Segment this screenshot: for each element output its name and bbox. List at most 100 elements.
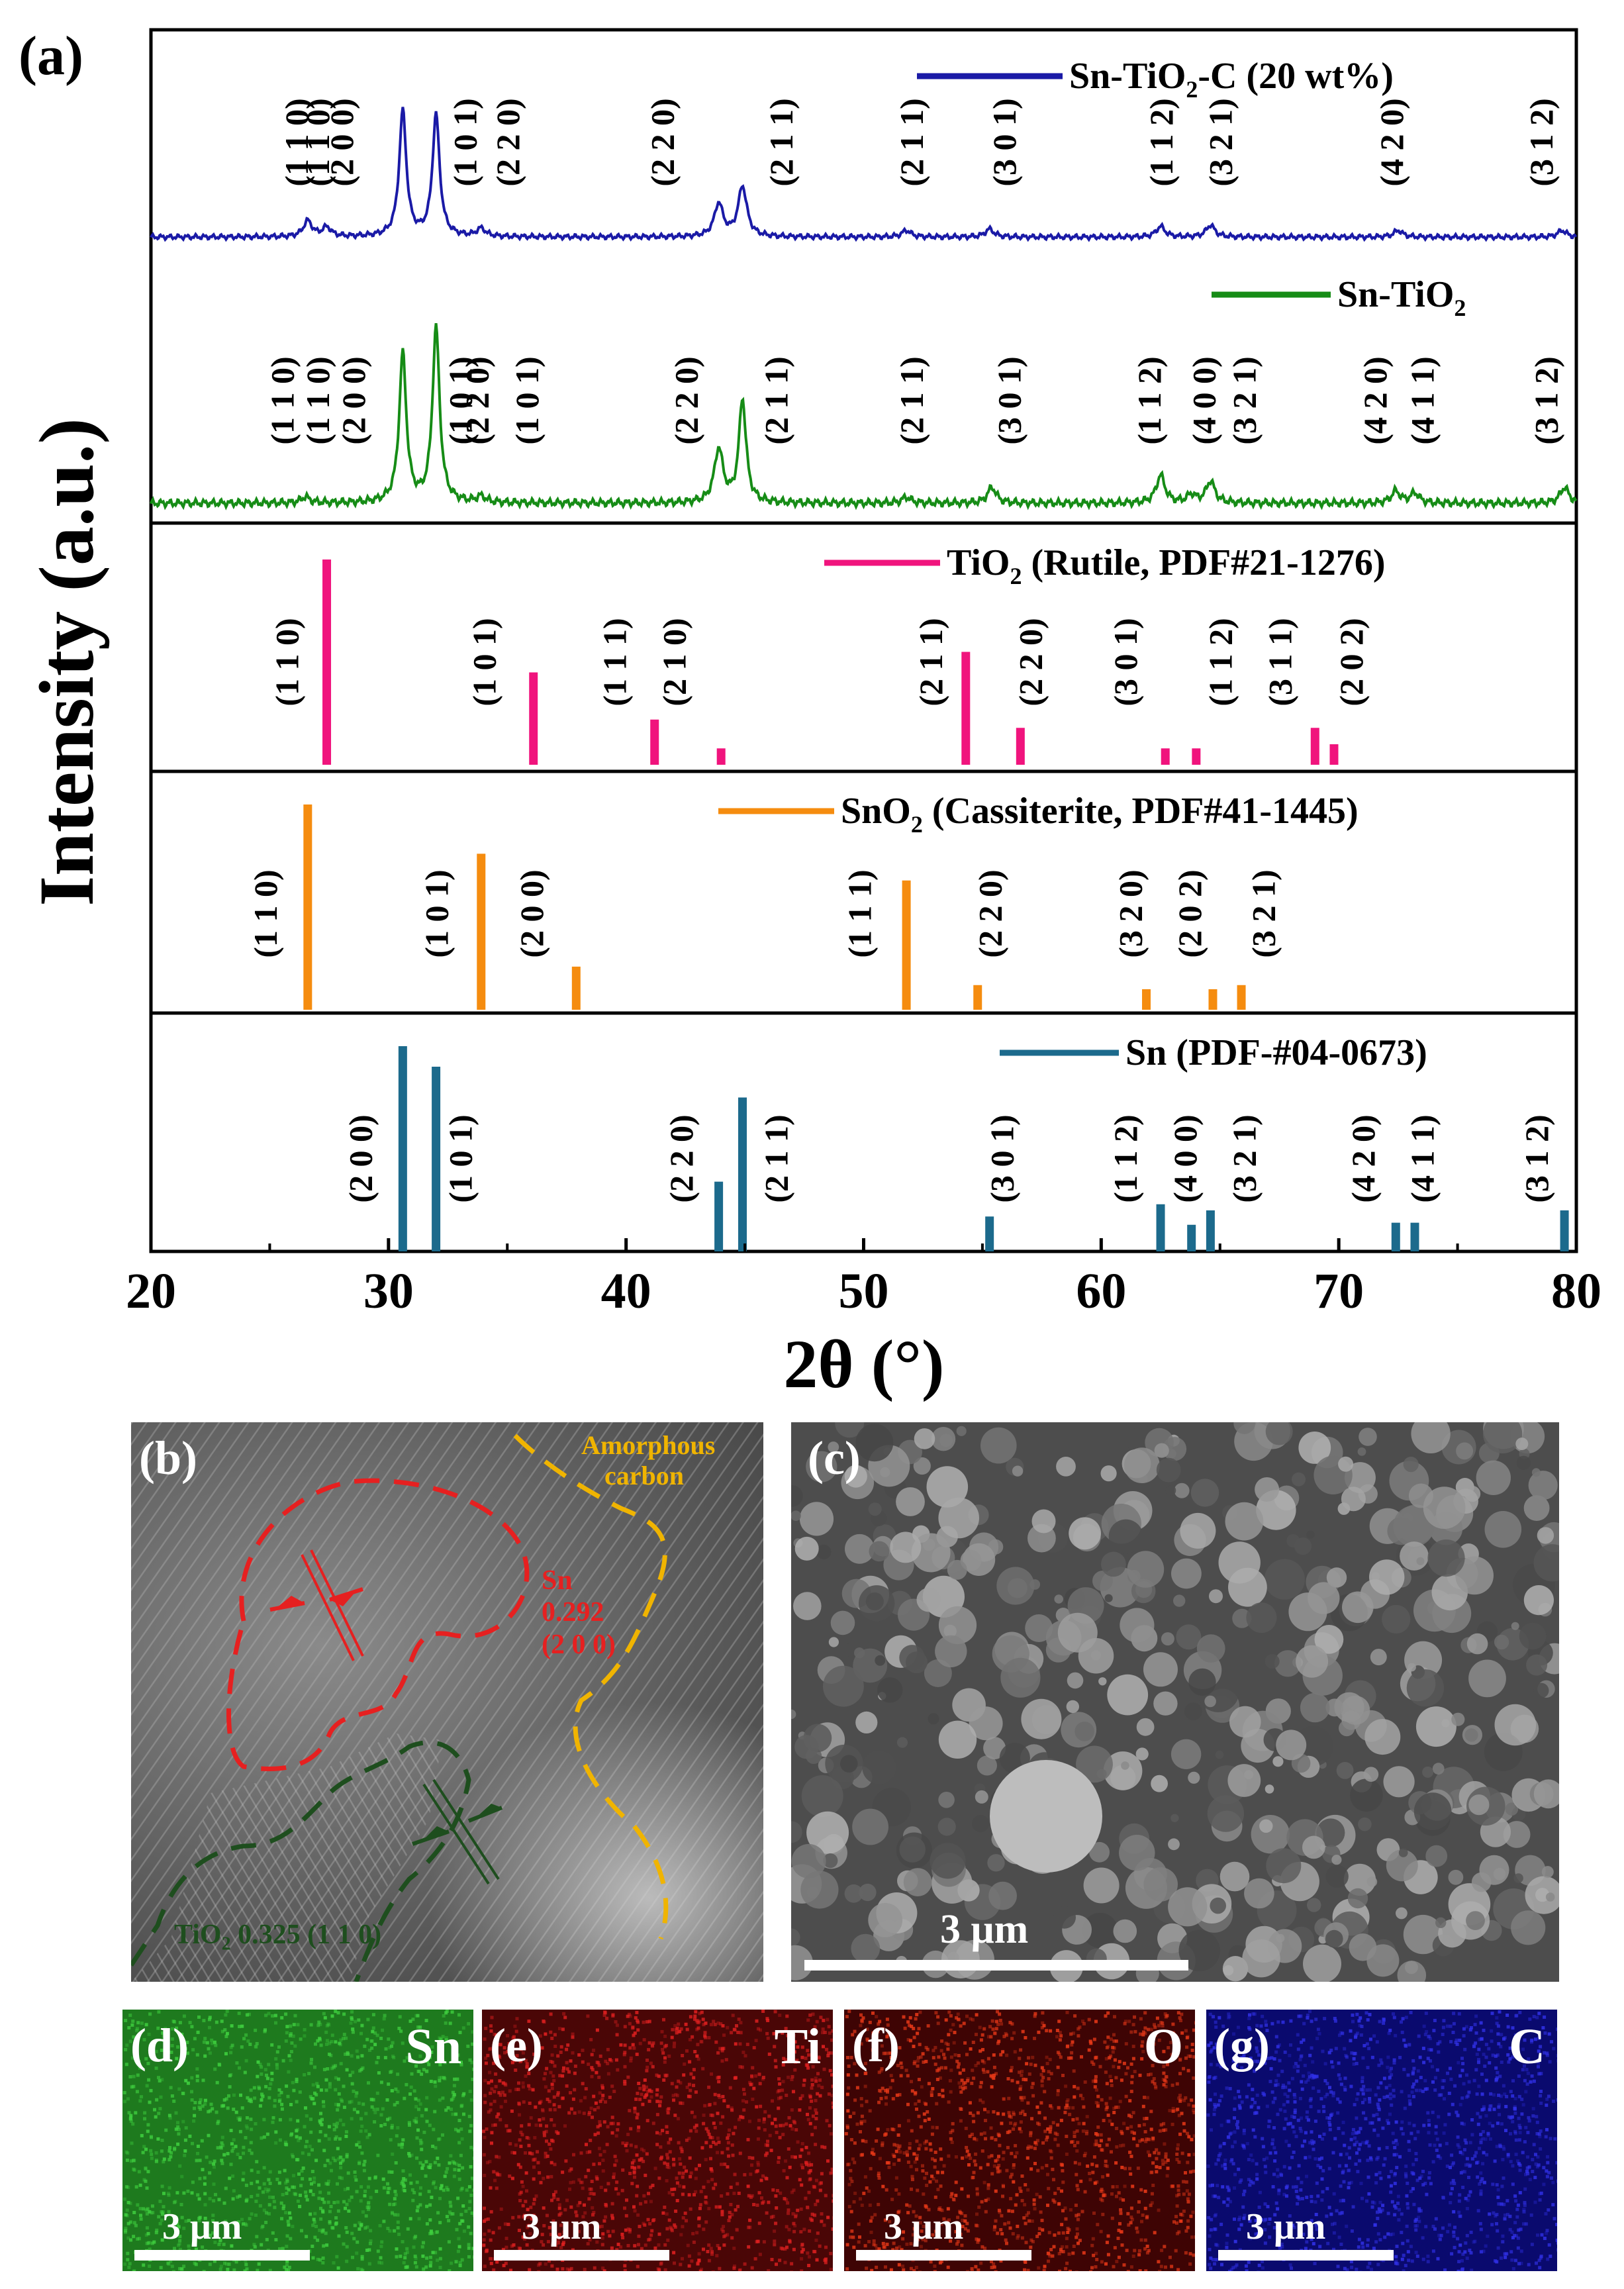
eds-signal-dot [759,2178,763,2182]
sem-particle [1326,1567,1347,1588]
eds-signal-dot [921,2164,924,2168]
eds-signal-dot [1071,2106,1075,2110]
eds-signal-dot [436,2259,439,2263]
eds-signal-dot [960,2078,964,2082]
eds-signal-dot [846,2073,850,2077]
eds-signal-dot [605,2143,609,2147]
eds-signal-dot [911,2233,915,2237]
eds-signal-dot [363,2159,367,2163]
eds-signal-dot [627,2012,631,2016]
eds-signal-dot [1129,2115,1133,2119]
eds-signal-dot [1157,2151,1161,2155]
eds-signal-dot [449,2154,453,2158]
eds-signal-dot [269,2082,273,2086]
eds-signal-dot [1040,2079,1044,2083]
eds-signal-dot [1114,2039,1118,2043]
eds-signal-dot [871,2011,875,2015]
eds-signal-dot [308,2145,312,2149]
eds-signal-dot [860,2104,864,2108]
eds-signal-dot [489,2210,493,2214]
eds-signal-dot [238,2194,242,2198]
eds-signal-dot [1171,2031,1175,2035]
eds-signal-dot [170,2094,174,2098]
eds-signal-dot [704,2201,708,2205]
eds-signal-dot [915,2013,919,2017]
eds-signal-dot [645,2093,649,2097]
sem-particle [1173,1594,1186,1607]
eds-signal-dot [637,2082,641,2085]
eds-signal-dot [1014,2155,1018,2159]
eds-signal-dot [1168,2255,1172,2259]
eds-signal-dot [853,2062,857,2066]
eds-signal-dot [130,2056,134,2060]
eds-signal-dot [665,2108,669,2112]
eds-signal-dot [974,2265,978,2268]
eds-signal-dot [199,2107,202,2111]
eds-signal-dot [976,2240,980,2244]
eds-signal-dot [1057,2252,1061,2256]
eds-signal-dot [590,2066,594,2070]
eds-signal-dot [238,2156,242,2160]
eds-signal-dot [352,2089,356,2093]
eds-signal-dot [1117,2065,1121,2069]
eds-signal-dot [829,2267,833,2271]
eds-signal-dot [489,2261,493,2265]
eds-signal-dot [1131,2255,1135,2258]
eds-signal-dot [1145,2251,1149,2255]
eds-signal-dot [787,2208,790,2212]
eds-signal-dot [800,2269,804,2271]
eds-signal-dot [700,2040,704,2044]
eds-signal-dot [635,2194,639,2198]
eds-signal-dot [669,2137,673,2141]
eds-signal-dot [493,2178,497,2182]
eds-signal-dot [462,2229,466,2233]
eds-signal-dot [240,2217,244,2221]
eds-signal-dot [1103,2193,1107,2197]
eds-signal-dot [1101,2190,1105,2194]
eds-signal-dot [332,2065,336,2069]
eds-signal-dot [338,2118,342,2122]
eds-signal-dot [787,2075,790,2079]
eds-signal-dot [783,2197,787,2201]
eds-signal-dot [245,2116,249,2119]
eds-signal-dot [383,2056,387,2060]
sem-particle [1244,1878,1274,1909]
eds-signal-dot [1237,2227,1241,2231]
eds-signal-dot [757,2221,761,2225]
eds-signal-dot [989,2126,993,2130]
eds-signal-dot [1192,2108,1195,2112]
eds-signal-dot [1149,2204,1153,2208]
eds-signal-dot [430,2045,434,2049]
eds-signal-dot [909,2165,913,2168]
eds-signal-dot [285,2025,289,2029]
eds-signal-dot [845,2015,849,2019]
eds-signal-dot [1192,2253,1195,2257]
eds-signal-dot [205,2227,209,2231]
eds-signal-dot [278,2247,281,2251]
eds-signal-dot [508,2089,512,2093]
eds-signal-dot [1012,2127,1016,2131]
eds-signal-dot [332,2201,336,2204]
eds-signal-dot [579,2099,583,2103]
eds-signal-dot [367,2262,371,2266]
c-map-texture [1206,2010,1557,2271]
eds-signal-dot [846,2109,850,2113]
eds-signal-dot [321,2228,325,2232]
eds-signal-dot [1004,2238,1008,2242]
eds-signal-dot [755,2105,759,2109]
eds-signal-dot [579,2151,583,2155]
eds-signal-dot [774,2194,778,2198]
eds-signal-dot [1057,2106,1061,2110]
eds-signal-dot [157,2215,161,2219]
eds-signal-dot [775,2206,779,2210]
eds-signal-dot [139,2214,142,2217]
eds-signal-dot [390,2170,394,2174]
eds-signal-dot [640,2092,644,2096]
eds-signal-dot [337,2157,341,2161]
series-1-hkl-label-9: (3 0 1) [986,98,1023,186]
eds-signal-dot [168,2116,172,2120]
eds-signal-dot [503,2051,506,2055]
panel-label-b: (b) [139,1432,197,1485]
eds-signal-dot [1104,2057,1108,2061]
eds-signal-dot [208,2263,212,2266]
